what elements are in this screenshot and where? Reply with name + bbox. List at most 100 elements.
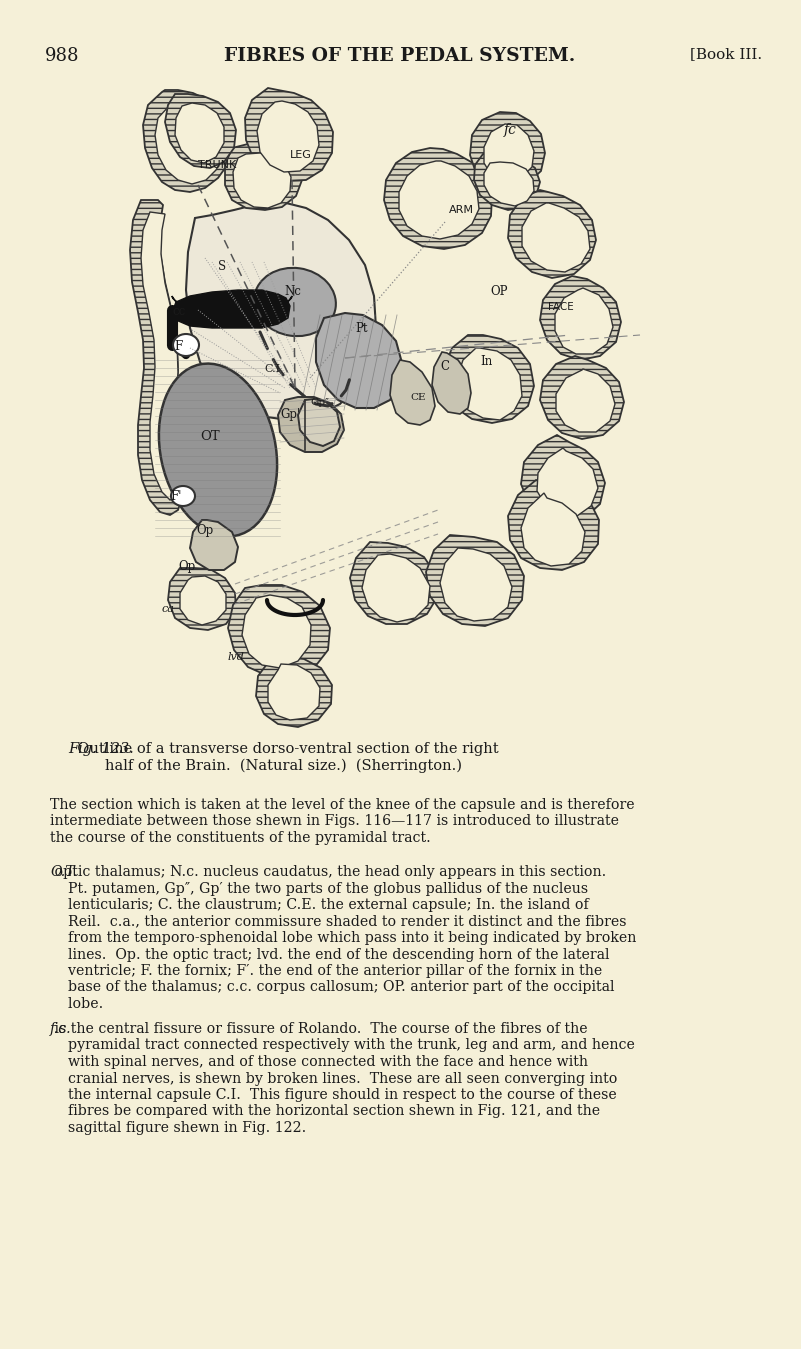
Text: Reil.  c.a., the anterior commissure shaded to render it distinct and the fibres: Reil. c.a., the anterior commissure shad… (50, 915, 626, 928)
Polygon shape (457, 348, 522, 420)
Polygon shape (432, 352, 471, 414)
Polygon shape (537, 448, 598, 517)
Polygon shape (182, 299, 278, 320)
Polygon shape (278, 397, 344, 452)
Polygon shape (245, 88, 333, 181)
Polygon shape (426, 536, 524, 626)
Text: O.T.: O.T. (50, 865, 77, 880)
Polygon shape (508, 480, 599, 571)
Polygon shape (399, 161, 479, 239)
Text: 988: 988 (45, 47, 79, 65)
Polygon shape (390, 360, 435, 425)
Text: F: F (174, 340, 183, 353)
Ellipse shape (171, 486, 195, 506)
Text: lobe.: lobe. (50, 997, 103, 1010)
Polygon shape (521, 434, 605, 522)
Polygon shape (180, 298, 280, 322)
Polygon shape (168, 568, 236, 630)
Ellipse shape (173, 335, 199, 356)
Text: S: S (218, 260, 226, 272)
Polygon shape (173, 290, 290, 328)
Text: F': F' (170, 490, 181, 503)
Polygon shape (362, 554, 430, 622)
Text: FACE: FACE (548, 302, 574, 312)
Text: Pt: Pt (355, 322, 368, 335)
Text: half of the Brain.  (Natural size.)  (Sherrington.): half of the Brain. (Natural size.) (Sher… (68, 759, 462, 773)
Polygon shape (143, 90, 232, 192)
Polygon shape (172, 295, 292, 310)
Text: [Book III.: [Book III. (690, 47, 762, 61)
Text: intermediate between those shewn in Figs. 116—117 is introduced to illustrate: intermediate between those shewn in Figs… (50, 815, 619, 828)
Text: In: In (480, 355, 493, 368)
Text: Pt. putamen, Gp″, Gp′ the two parts of the globus pallidus of the nucleus: Pt. putamen, Gp″, Gp′ the two parts of t… (50, 881, 588, 896)
Text: fibres be compared with the horizontal section shewn in Fig. 121, and the: fibres be compared with the horizontal s… (50, 1105, 600, 1118)
Polygon shape (298, 399, 340, 447)
Polygon shape (256, 657, 332, 727)
Polygon shape (470, 112, 545, 188)
Text: fc: fc (504, 123, 517, 138)
Polygon shape (508, 190, 596, 278)
Polygon shape (556, 370, 615, 432)
Text: lines.  Op. the optic tract; lvd. the end of the descending horn of the lateral: lines. Op. the optic tract; lvd. the end… (50, 947, 610, 962)
Polygon shape (555, 287, 613, 353)
Polygon shape (474, 154, 540, 210)
Text: The section which is taken at the level of the knee of the capsule and is theref: The section which is taken at the level … (50, 799, 634, 812)
Text: pyramidal tract connected respectively with the trunk, leg and arm, and hence: pyramidal tract connected respectively w… (50, 1039, 635, 1052)
Polygon shape (350, 542, 438, 625)
Polygon shape (165, 94, 236, 169)
Polygon shape (316, 313, 402, 407)
Text: ARM: ARM (449, 205, 474, 214)
Text: sagittal figure shewn in Fig. 122.: sagittal figure shewn in Fig. 122. (50, 1121, 306, 1135)
Text: FIBRES OF THE PEDAL SYSTEM.: FIBRES OF THE PEDAL SYSTEM. (224, 47, 576, 65)
Text: base of the thalamus; c.c. corpus callosum; OP. anterior part of the occipital: base of the thalamus; c.c. corpus callos… (50, 981, 614, 994)
Text: Op: Op (196, 523, 213, 537)
Text: Gp': Gp' (280, 407, 300, 421)
Polygon shape (190, 519, 238, 571)
Polygon shape (155, 103, 224, 183)
Polygon shape (242, 595, 311, 668)
Text: cranial nerves, is shewn by broken lines.  These are all seen converging into: cranial nerves, is shewn by broken lines… (50, 1071, 618, 1086)
Text: Nc: Nc (284, 285, 301, 298)
Text: ventricle; F. the fornix; F′. the end of the anterior pillar of the fornix in th: ventricle; F. the fornix; F′. the end of… (50, 965, 602, 978)
Text: the internal capsule C.I.  This figure should in respect to the course of these: the internal capsule C.I. This figure sh… (50, 1089, 617, 1102)
Polygon shape (141, 212, 178, 500)
Text: lenticularis; C. the claustrum; C.E. the external capsule; In. the island of: lenticularis; C. the claustrum; C.E. the… (50, 898, 589, 912)
Polygon shape (540, 277, 621, 360)
Text: Gp″: Gp″ (310, 398, 329, 407)
Text: ca: ca (162, 604, 175, 614)
Text: C: C (440, 360, 449, 374)
Polygon shape (175, 103, 224, 163)
Text: lvd: lvd (228, 652, 245, 662)
Polygon shape (484, 162, 534, 206)
Text: CE: CE (410, 393, 425, 402)
Polygon shape (130, 200, 182, 515)
Text: C.I: C.I (264, 364, 280, 374)
Polygon shape (228, 585, 330, 677)
Polygon shape (440, 548, 512, 621)
Text: TRUNK: TRUNK (198, 161, 236, 170)
Polygon shape (522, 202, 590, 272)
Text: with spinal nerves, and of those connected with the face and hence with: with spinal nerves, and of those connect… (50, 1055, 588, 1068)
Text: the course of the constituents of the pyramidal tract.: the course of the constituents of the py… (50, 831, 431, 844)
Text: OT: OT (200, 430, 219, 442)
Text: from the temporo-sphenoidal lobe which pass into it being indicated by broken: from the temporo-sphenoidal lobe which p… (50, 931, 636, 946)
Polygon shape (268, 664, 320, 720)
Polygon shape (225, 143, 302, 210)
Text: LEG: LEG (290, 150, 312, 161)
Polygon shape (384, 148, 492, 250)
Polygon shape (540, 356, 624, 438)
Text: Outline of a transverse dorso-ventral section of the right: Outline of a transverse dorso-ventral se… (68, 742, 499, 755)
Text: f.c.: f.c. (50, 1023, 71, 1036)
Polygon shape (186, 202, 376, 420)
Polygon shape (521, 492, 585, 567)
Text: Fig. 123.: Fig. 123. (68, 742, 134, 755)
Text: Op: Op (178, 560, 195, 573)
Text: is the central fissure or fissure of Rolando.  The course of the fibres of the: is the central fissure or fissure of Rol… (50, 1023, 588, 1036)
Polygon shape (180, 576, 226, 625)
Ellipse shape (254, 268, 336, 336)
Polygon shape (484, 124, 534, 182)
Polygon shape (257, 101, 319, 173)
Text: cc: cc (172, 305, 185, 318)
Text: OP: OP (490, 285, 508, 298)
Polygon shape (233, 152, 291, 208)
